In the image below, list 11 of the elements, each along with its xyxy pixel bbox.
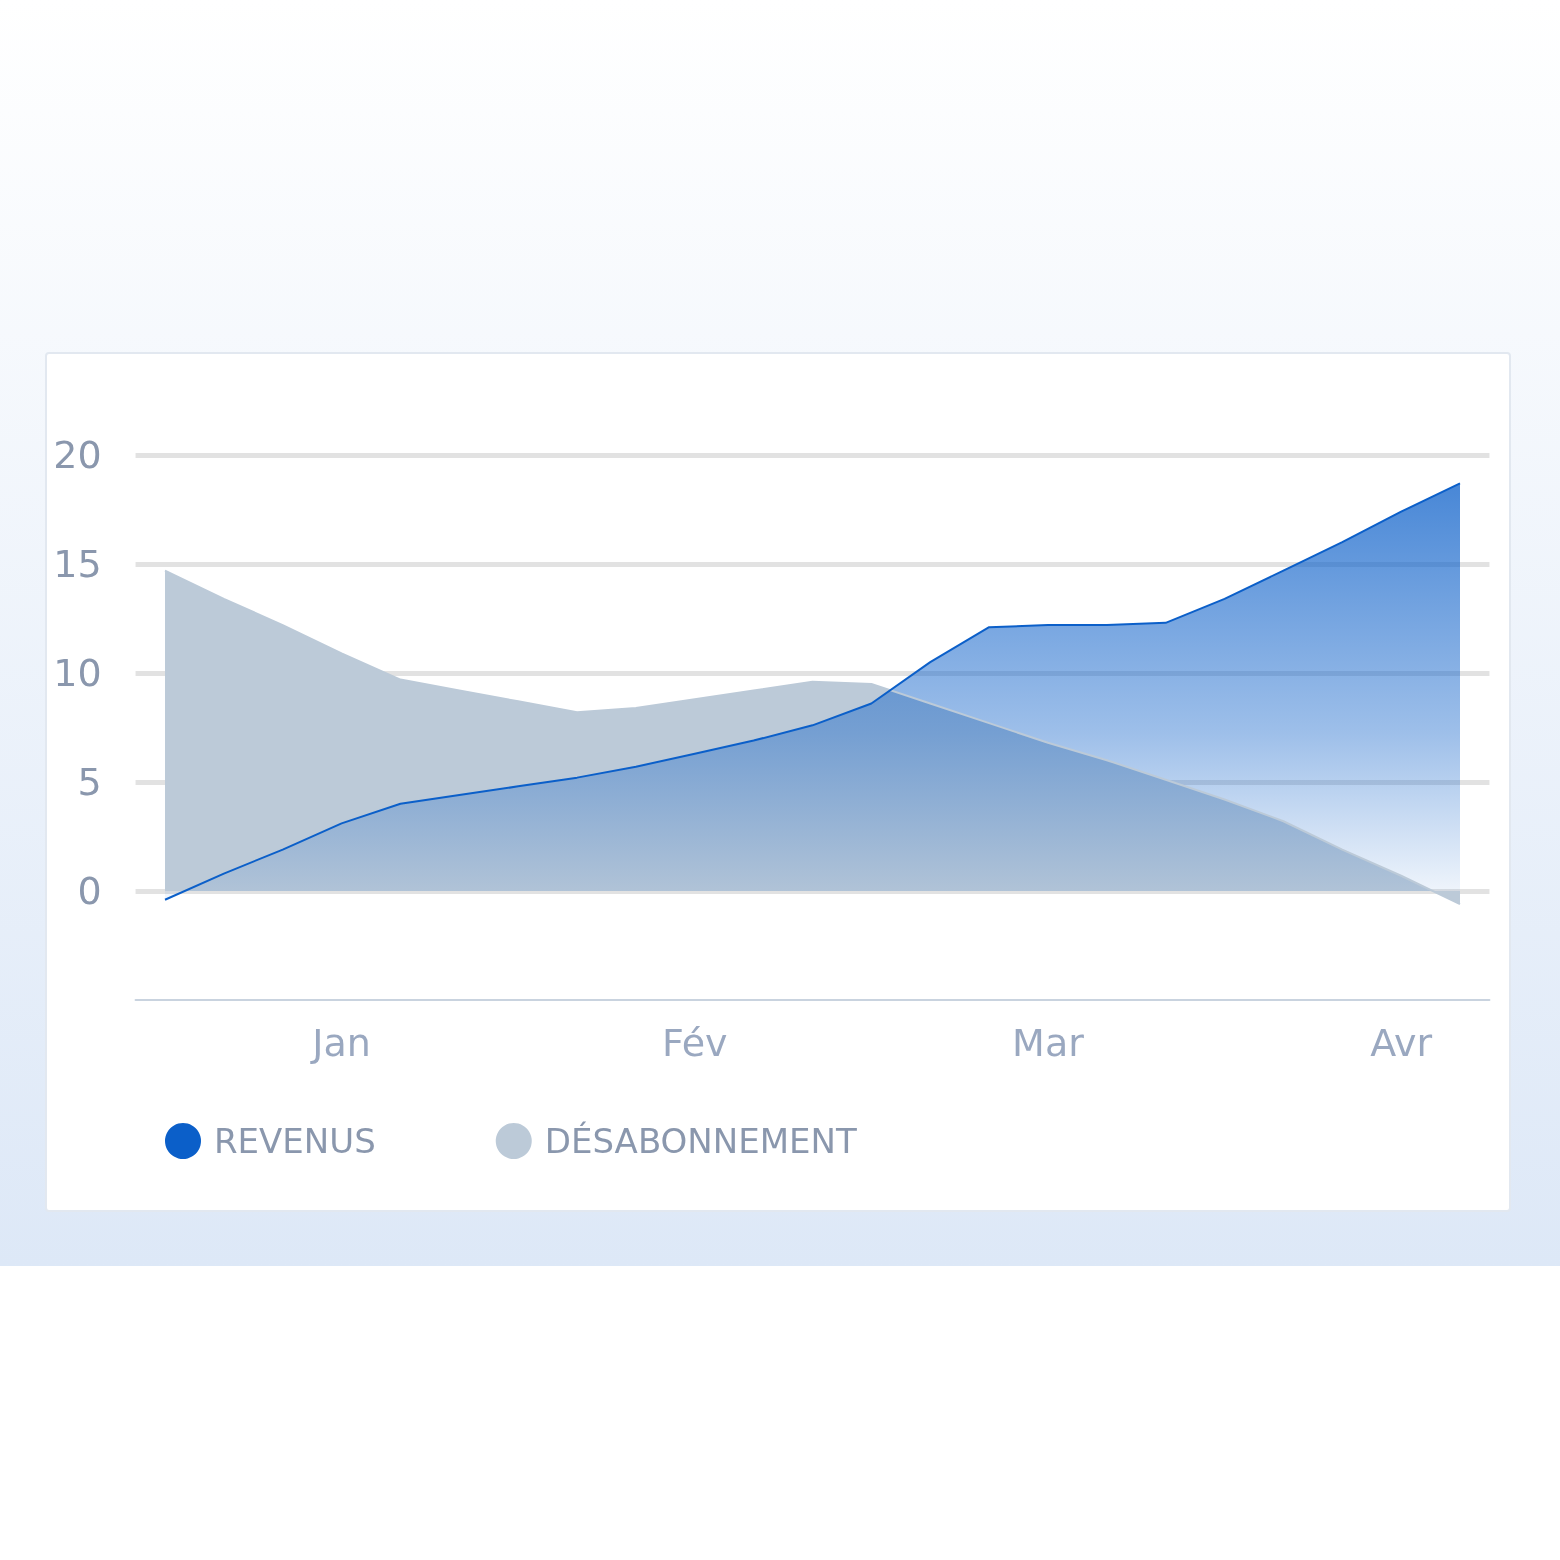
legend-label: DÉSABONNEMENT [544, 1121, 857, 1161]
legend-label: REVENUS [214, 1121, 376, 1161]
y-tick-label: 20 [53, 433, 102, 477]
y-tick-label: 10 [53, 651, 102, 695]
x-tick-label: Fév [661, 1021, 728, 1065]
x-tick-label: Jan [310, 1021, 371, 1065]
x-tick-label: Avr [1370, 1021, 1433, 1065]
x-tick-label: Mar [1012, 1021, 1085, 1065]
y-tick-label: 5 [77, 760, 102, 804]
y-tick-label: 15 [53, 542, 102, 586]
y-tick-label: 0 [77, 869, 102, 913]
